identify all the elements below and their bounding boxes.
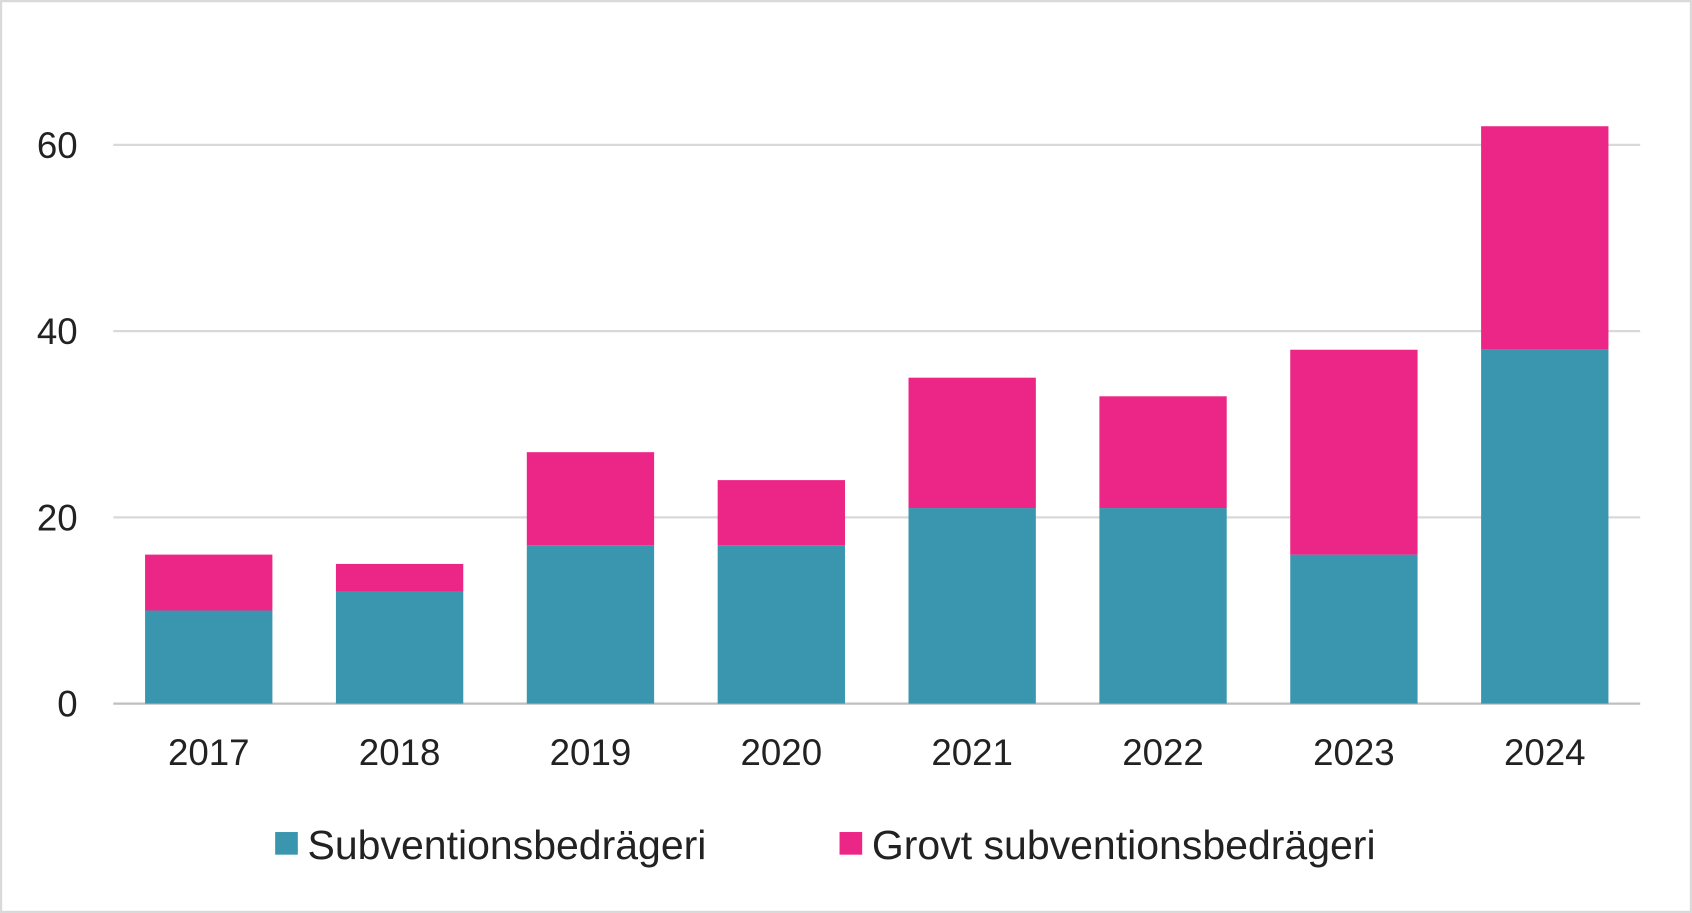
bar-subventionsbedrageri-2024 — [1481, 349, 1609, 704]
x-tick-label: 2017 — [168, 732, 250, 773]
bar-subventionsbedrageri-2021 — [908, 508, 1036, 704]
x-tick-label: 2024 — [1504, 732, 1586, 773]
y-tick-label: 60 — [37, 125, 78, 166]
bar-subventionsbedrageri-2017 — [145, 610, 273, 704]
bar-grovt-subventionsbedrageri-2018 — [335, 563, 464, 592]
bar-grovt-subventionsbedrageri-2020 — [717, 480, 845, 546]
x-tick-label: 2019 — [550, 732, 632, 773]
bar-grovt-subventionsbedrageri-2021 — [908, 377, 1036, 509]
bar-subventionsbedrageri-2022 — [1099, 508, 1227, 704]
bar-subventionsbedrageri-2020 — [717, 545, 845, 704]
x-tick-label: 2023 — [1313, 732, 1395, 773]
bar-grovt-subventionsbedrageri-2023 — [1290, 349, 1418, 555]
bar-grovt-subventionsbedrageri-2017 — [145, 554, 273, 611]
legend-label: Subventionsbedrägeri — [308, 822, 707, 868]
bar-grovt-subventionsbedrageri-2024 — [1481, 126, 1609, 350]
bar-subventionsbedrageri-2019 — [526, 545, 655, 704]
y-tick-label: 0 — [57, 684, 77, 725]
legend-swatch — [839, 832, 863, 855]
y-tick-label: 20 — [37, 497, 78, 538]
bar-subventionsbedrageri-2023 — [1290, 554, 1418, 704]
bar-grovt-subventionsbedrageri-2019 — [526, 452, 655, 546]
bar-subventionsbedrageri-2018 — [335, 591, 464, 704]
legend-swatch — [275, 832, 298, 855]
bar-grovt-subventionsbedrageri-2022 — [1099, 396, 1227, 509]
x-tick-label: 2022 — [1122, 732, 1204, 773]
y-tick-label: 40 — [37, 311, 78, 352]
legend-label: Grovt subventionsbedrägeri — [872, 822, 1376, 868]
x-tick-label: 2020 — [741, 732, 823, 773]
x-tick-label: 2021 — [931, 732, 1013, 773]
x-tick-label: 2018 — [359, 732, 441, 773]
